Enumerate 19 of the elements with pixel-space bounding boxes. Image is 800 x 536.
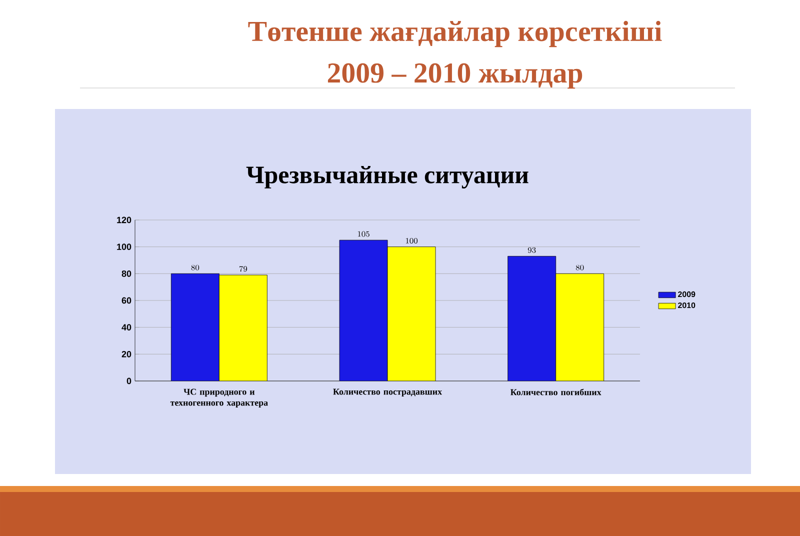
text: 2009 – 2010 жылдар	[328, 63, 582, 89]
bar	[556, 273, 604, 381]
bar	[388, 246, 436, 381]
y-tick-label: 40	[122, 324, 132, 330]
x-tick-label: Количество погибших	[510, 388, 602, 396]
bar	[219, 274, 268, 381]
bar	[340, 240, 388, 381]
bar	[508, 256, 556, 381]
y-tick-label: 120	[117, 216, 132, 224]
x-tick-label: Количество пострадавших	[333, 388, 442, 397]
x-tick-label: ЧС природного и техногенного характера	[170, 388, 268, 408]
y-tick-label: 20	[122, 350, 132, 358]
y-tick-label: 0	[126, 378, 132, 384]
bar	[171, 274, 220, 381]
chart-title: Чрезвычайные ситуации	[246, 166, 528, 188]
text: Төтенше жағдайлар көрсеткіші	[248, 20, 662, 48]
y-tick-label: 80	[122, 270, 132, 277]
y-tick-label: 100	[117, 244, 132, 250]
y-tick-label: 60	[122, 297, 132, 304]
